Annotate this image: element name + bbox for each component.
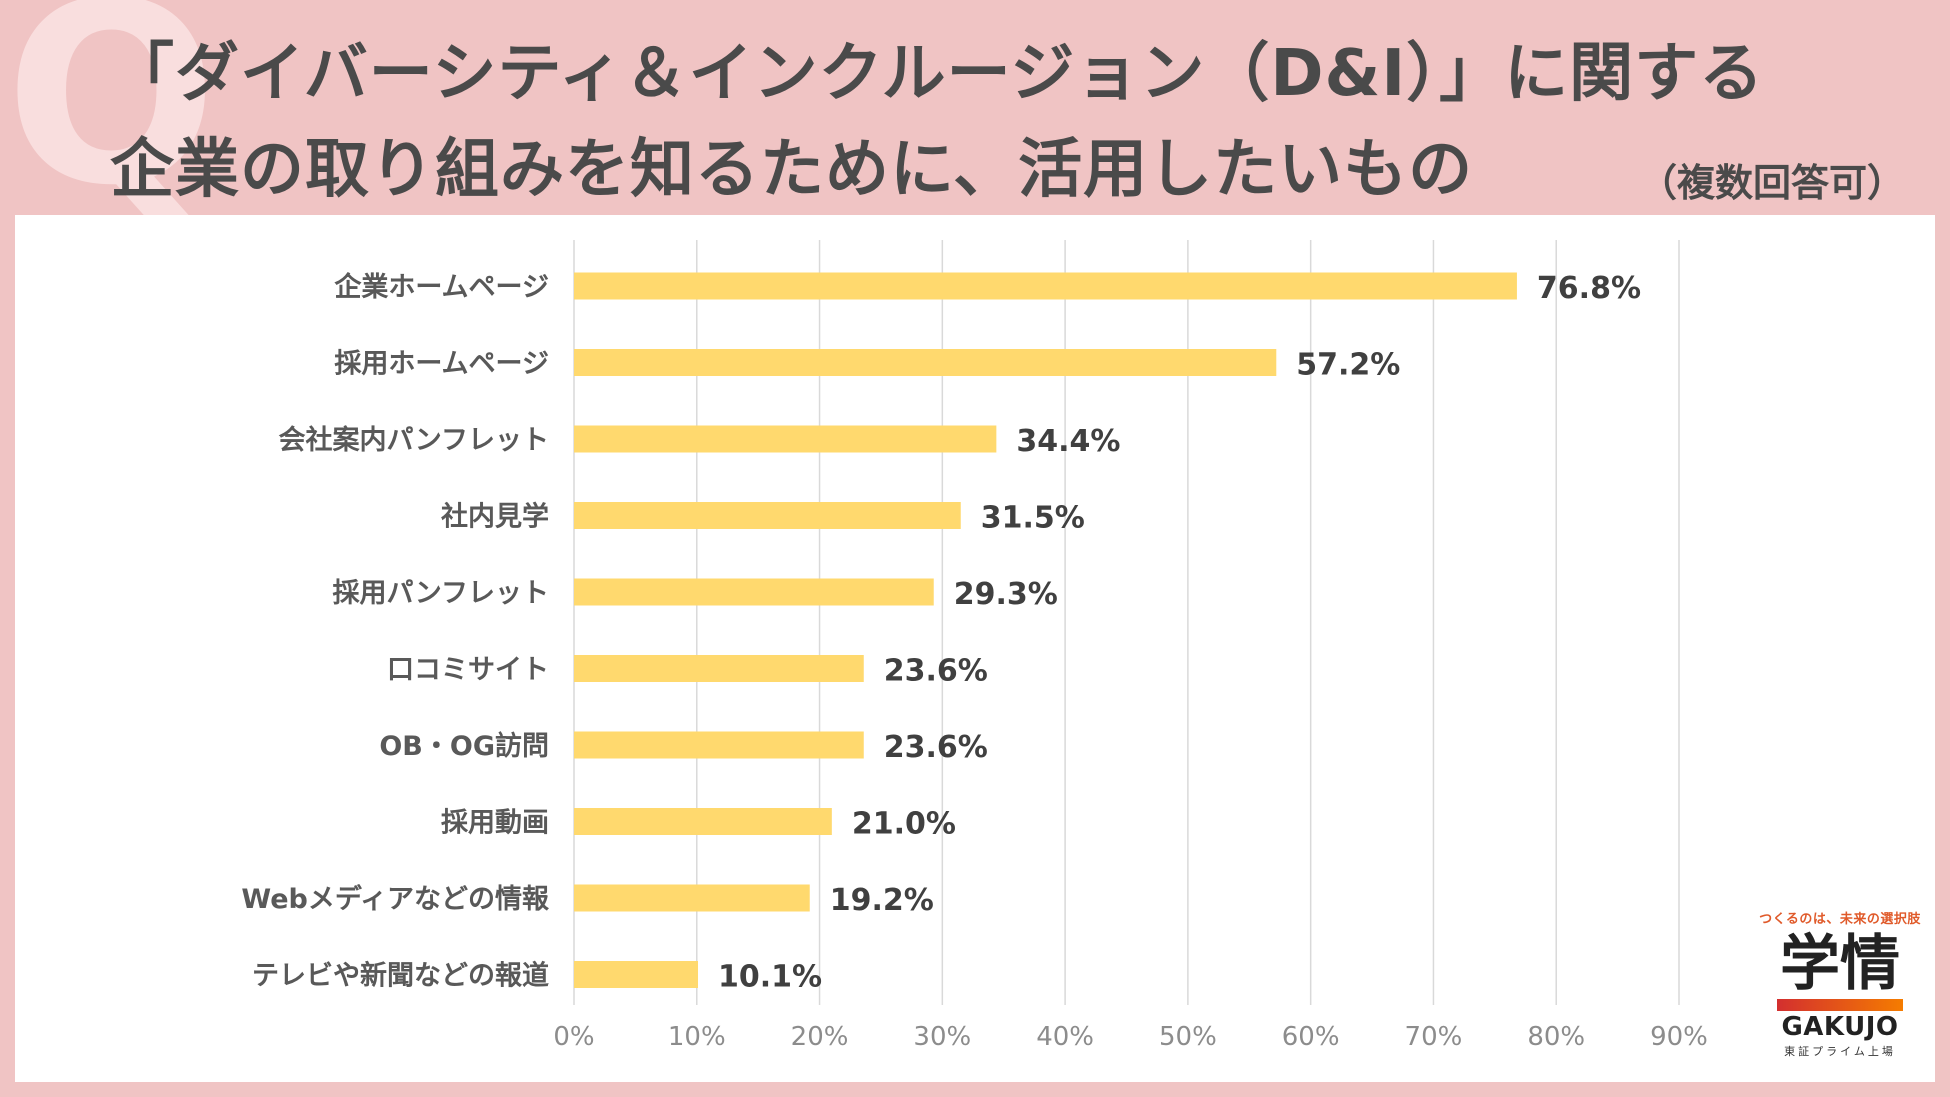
page-title: 「ダイバーシティ＆インクルージョン（D&I）」に関する 企業の取り組みを知るため…	[110, 26, 1764, 218]
value-label: 29.3%	[954, 577, 1058, 612]
category-label: 採用動画	[441, 808, 549, 839]
gakujo-logo: つくるのは、未来の選択肢 学情 GAKUJO 東証プライム上場	[1755, 908, 1925, 1068]
bar	[574, 425, 997, 453]
bar	[574, 578, 934, 606]
logo-kanji: 学情	[1780, 929, 1900, 999]
bars	[574, 272, 1517, 988]
x-tick-label: 30%	[913, 1022, 971, 1052]
value-label: 10.1%	[718, 960, 822, 995]
bar	[574, 961, 699, 988]
x-tick-label: 60%	[1282, 1022, 1340, 1052]
bar	[574, 884, 810, 912]
bar	[574, 272, 1517, 300]
category-labels: 企業ホームページ採用ホームページ会社案内パンフレット社内見学採用パンフレット口コ…	[241, 271, 550, 992]
category-label: OB・OG訪問	[379, 730, 549, 762]
chart-panel: 企業ホームページ 採用ホームページ会社案内パンフレット社内見学採用パンフレット口コ…	[15, 215, 1935, 1082]
logo-bar	[1777, 999, 1903, 1011]
value-label: 21.0%	[852, 807, 956, 842]
bar	[574, 349, 1277, 376]
value-label: 76.8%	[1537, 271, 1641, 306]
x-tick-label: 20%	[791, 1022, 849, 1052]
x-axis-ticks: 0% 10% 20% 30% 40% 50% 60% 70% 80% 90%	[553, 1022, 1708, 1052]
bar	[574, 655, 864, 682]
title-line-1: 「ダイバーシティ＆インクルージョン（D&I）」に関する	[110, 37, 1765, 111]
value-label: 31.5%	[981, 501, 1085, 536]
value-label: 23.6%	[884, 654, 988, 689]
category-label: 採用パンフレット	[332, 578, 549, 609]
bar	[574, 808, 832, 835]
category-label: Webメディアなどの情報	[241, 883, 550, 915]
value-label: 34.4%	[1016, 424, 1120, 459]
logo-subline: 東証プライム上場	[1784, 1045, 1896, 1058]
x-tick-label: 90%	[1650, 1022, 1708, 1052]
value-label: 23.6%	[884, 730, 988, 765]
multiple-answer-note: （複数回答可）	[1638, 161, 1905, 205]
category-label: 採用ホームページ	[334, 349, 549, 380]
category-label: テレビや新聞などの報道	[252, 960, 549, 992]
category-label: 社内見学	[441, 501, 549, 533]
q-mark: Q	[5, 0, 218, 240]
logo-english: GAKUJO	[1781, 1012, 1899, 1042]
x-tick-label: 80%	[1527, 1022, 1585, 1052]
x-tick-label: 10%	[668, 1022, 726, 1052]
logo-tagline: つくるのは、未来の選択肢	[1759, 912, 1921, 927]
bar	[574, 731, 864, 759]
value-labels: 76.8% 57.2% 34.4% 31.5% 29.3% 23.6% 23.6% 21.0%…	[718, 271, 1641, 995]
category-label: 企業ホームページ	[334, 271, 549, 303]
category-label: 会社案内パンフレット	[278, 424, 549, 456]
x-tick-label: 0%	[553, 1022, 594, 1052]
category-label: 口コミサイト	[387, 655, 549, 686]
x-tick-label: 70%	[1405, 1022, 1463, 1052]
title-line-2: 企業の取り組みを知るために、活用したいもの	[110, 133, 1474, 207]
bar-chart: 企業ホームページ採用ホームページ会社案内パンフレット社内見学採用パンフレット口コ…	[241, 240, 1708, 1052]
x-tick-label: 40%	[1036, 1022, 1094, 1052]
x-tick-label: 50%	[1159, 1022, 1217, 1052]
value-label: 19.2%	[830, 883, 934, 918]
bar	[574, 502, 961, 529]
value-label: 57.2%	[1296, 348, 1400, 383]
